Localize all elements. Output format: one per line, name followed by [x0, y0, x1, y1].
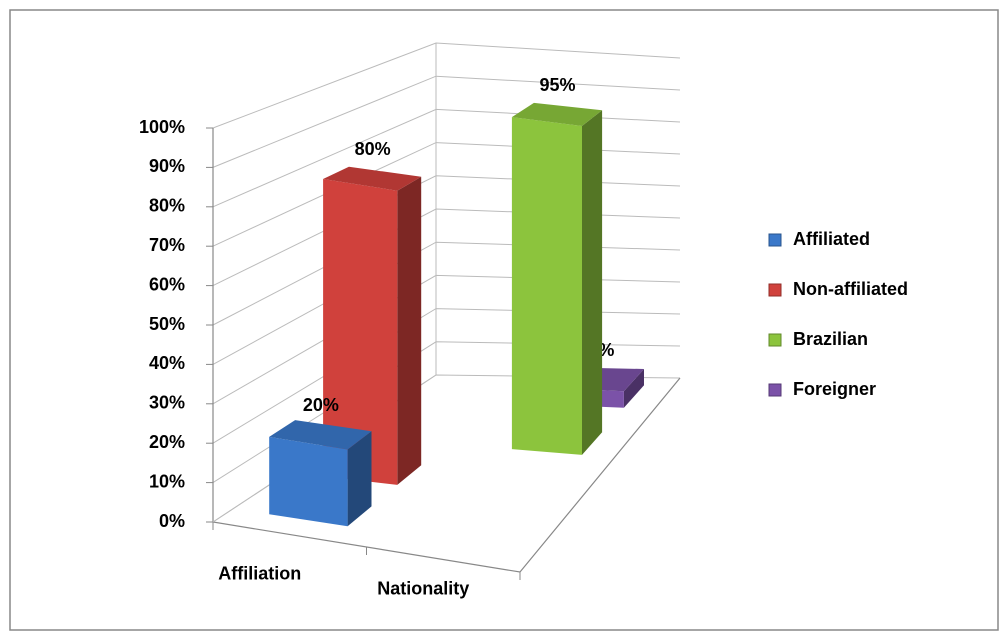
legend-label: Foreigner [793, 379, 876, 399]
x-tick-label: Affiliation [218, 563, 301, 583]
legend-label: Affiliated [793, 229, 870, 249]
bar-top [511, 102, 603, 126]
y-tick-label: 30% [149, 393, 185, 413]
data-label: 20% [303, 395, 339, 415]
bar-side [397, 176, 422, 485]
bar [511, 117, 582, 455]
y-tick-label: 50% [149, 314, 185, 334]
y-tick-label: 0% [159, 511, 185, 531]
bar-top [323, 166, 422, 191]
bar-side [347, 431, 372, 527]
y-tick-label: 60% [149, 274, 185, 294]
legend-marker [768, 233, 782, 247]
legend-label: Non-affiliated [793, 279, 908, 299]
data-label: 80% [355, 139, 391, 159]
y-tick-label: 10% [149, 471, 185, 491]
y-tick-label: 90% [149, 156, 185, 176]
y-tick-label: 80% [149, 196, 185, 216]
legend-marker [768, 283, 782, 297]
bar [323, 179, 398, 485]
bar-side [623, 369, 644, 408]
x-tick-label: Nationality [377, 578, 469, 598]
legend-marker [768, 333, 782, 347]
bar-top [269, 420, 372, 450]
legend-label: Brazilian [793, 329, 868, 349]
legend-marker [768, 383, 782, 397]
y-tick-label: 70% [149, 235, 185, 255]
y-tick-label: 20% [149, 432, 185, 452]
bar-side [582, 110, 603, 455]
y-tick-label: 40% [149, 353, 185, 373]
y-tick-label: 100% [139, 117, 185, 137]
bar [269, 436, 348, 527]
data-label: 95% [539, 75, 575, 95]
